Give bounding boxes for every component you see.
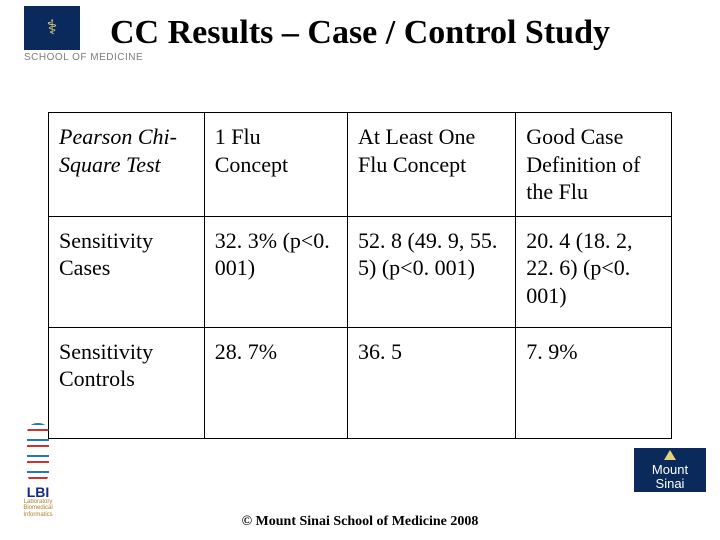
table-header-cell: Good Case Definition of the Flu	[516, 113, 672, 217]
table-row: Sensitivity Controls 28. 7% 36. 5 7. 9%	[49, 327, 672, 438]
page-title: CC Results – Case / Control Study	[0, 14, 720, 52]
slide: ⚕ SCHOOL OF MEDICINE CC Results – Case /…	[0, 0, 720, 540]
table-header-cell: 1 Flu Concept	[204, 113, 347, 217]
table-cell: 32. 3% (p<0. 001)	[204, 216, 347, 327]
table-cell: 52. 8 (49. 9, 55. 5) (p<0. 001)	[348, 216, 516, 327]
table-row: Sensitivity Cases 32. 3% (p<0. 001) 52. …	[49, 216, 672, 327]
copyright-footer: © Mount Sinai School of Medicine 2008	[0, 514, 720, 530]
table-cell: 20. 4 (18. 2, 22. 6) (p<0. 001)	[516, 216, 672, 327]
table-cell: 36. 5	[348, 327, 516, 438]
results-table: Pearson Chi-Square Test 1 Flu Concept At…	[48, 112, 672, 439]
mount-sinai-footer-logo: Mount Sinai	[634, 448, 706, 492]
triangle-icon	[664, 450, 676, 460]
results-table-container: Pearson Chi-Square Test 1 Flu Concept At…	[48, 112, 672, 439]
table-cell: Sensitivity Cases	[49, 216, 205, 327]
dna-icon	[27, 423, 49, 483]
lbi-logo: LBI Laboratory Biomedical Informatics	[14, 423, 62, 518]
table-header-cell: Pearson Chi-Square Test	[49, 113, 205, 217]
mount-sinai-logo-line2: Sinai	[656, 477, 685, 491]
lbi-logo-label: LBI	[14, 485, 62, 499]
table-cell: Sensitivity Controls	[49, 327, 205, 438]
mount-sinai-logo-subtext: SCHOOL OF MEDICINE	[24, 52, 143, 63]
table-header-cell: At Least One Flu Concept	[348, 113, 516, 217]
table-cell: 28. 7%	[204, 327, 347, 438]
table-header-row: Pearson Chi-Square Test 1 Flu Concept At…	[49, 113, 672, 217]
mount-sinai-logo-line1: Mount	[652, 463, 688, 477]
table-cell: 7. 9%	[516, 327, 672, 438]
